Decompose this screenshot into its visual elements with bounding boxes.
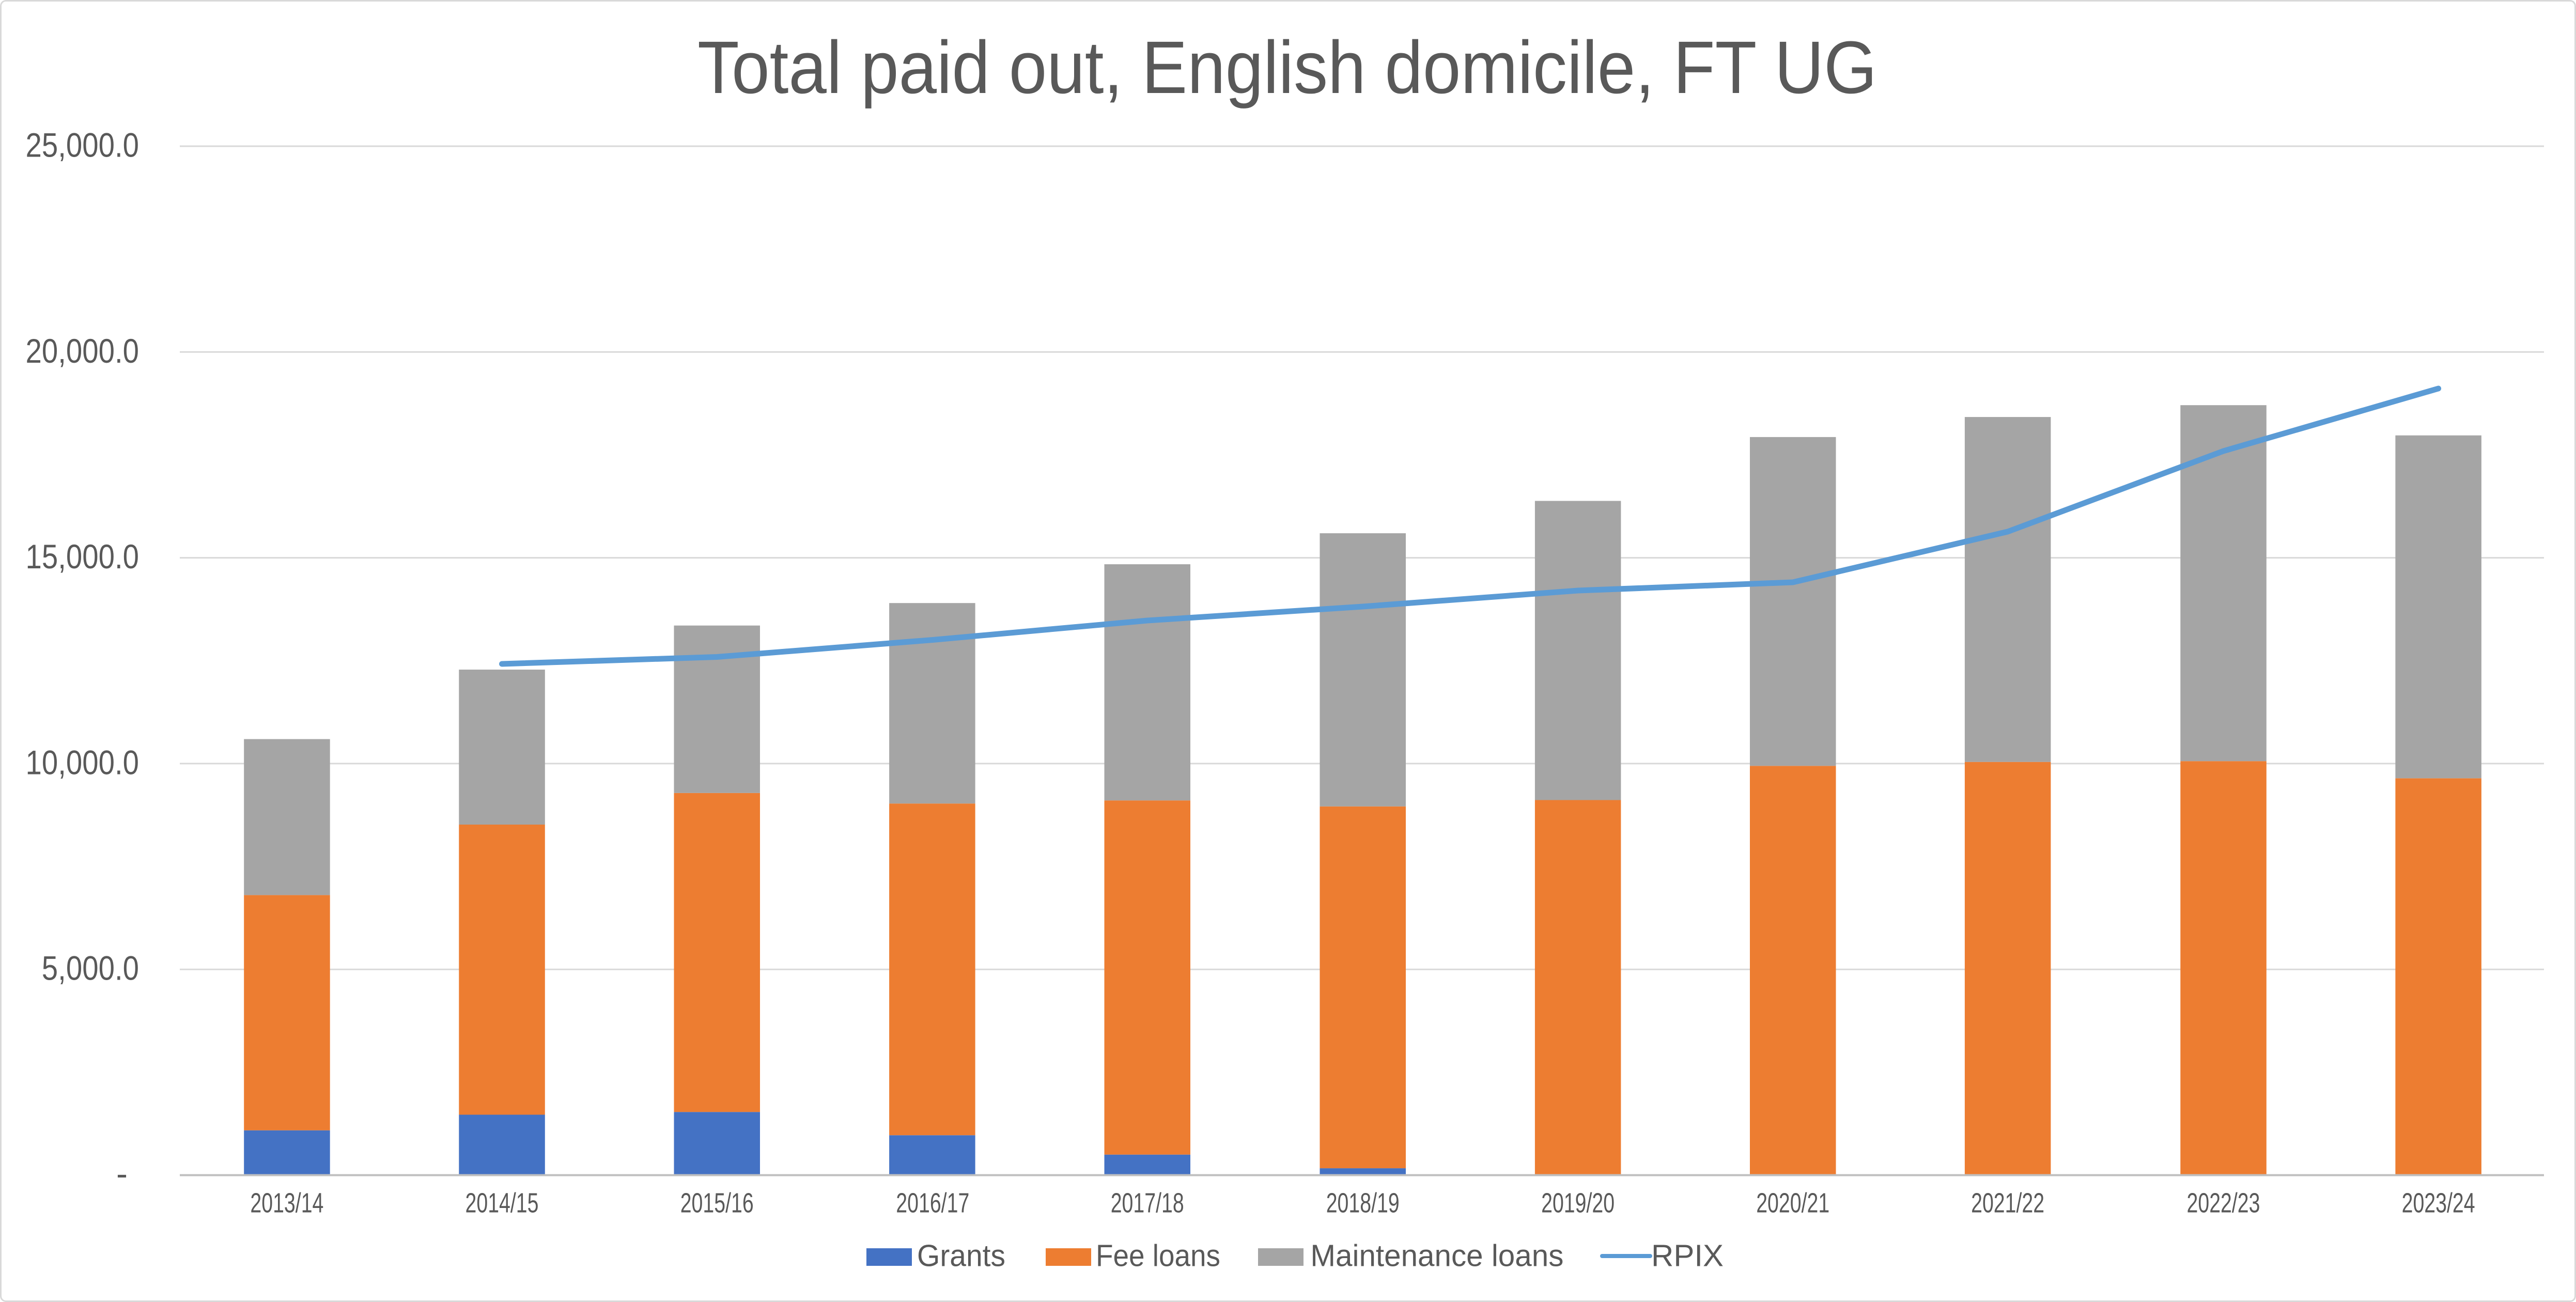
- svg-text:Maintenance loans: Maintenance loans: [1310, 1238, 1563, 1273]
- svg-text:Total paid out, English domici: Total paid out, English domicile, FT UG: [697, 26, 1877, 109]
- svg-text:2017/18: 2017/18: [1111, 1188, 1184, 1219]
- svg-text:Fee loans: Fee loans: [1096, 1238, 1220, 1273]
- svg-text:Grants: Grants: [917, 1238, 1005, 1273]
- svg-text:2014/15: 2014/15: [465, 1188, 539, 1219]
- svg-text:20,000.0: 20,000.0: [26, 332, 139, 370]
- svg-text:2016/17: 2016/17: [896, 1188, 969, 1219]
- svg-text:-: -: [116, 1154, 128, 1192]
- svg-text:2013/14: 2013/14: [250, 1188, 323, 1219]
- svg-text:2022/23: 2022/23: [2187, 1188, 2260, 1219]
- svg-text:15,000.0: 15,000.0: [26, 537, 139, 576]
- svg-text:2023/24: 2023/24: [2402, 1188, 2475, 1219]
- svg-text:10,000.0: 10,000.0: [26, 743, 139, 781]
- svg-text:2020/21: 2020/21: [1756, 1188, 1829, 1219]
- svg-text:RPIX: RPIX: [1651, 1238, 1724, 1273]
- svg-text:25,000.0: 25,000.0: [26, 126, 139, 164]
- svg-text:2018/19: 2018/19: [1326, 1188, 1400, 1219]
- svg-text:5,000.0: 5,000.0: [42, 949, 139, 987]
- svg-text:2021/22: 2021/22: [1971, 1188, 2044, 1219]
- svg-text:2015/16: 2015/16: [680, 1188, 754, 1219]
- svg-text:2019/20: 2019/20: [1541, 1188, 1615, 1219]
